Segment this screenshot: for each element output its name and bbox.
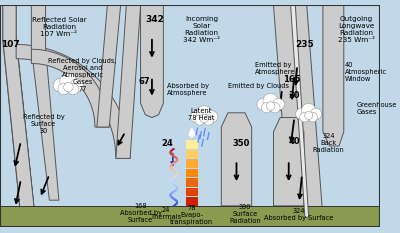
Polygon shape — [16, 45, 130, 158]
Polygon shape — [221, 113, 252, 206]
Text: 78
Evapo-
transpiration: 78 Evapo- transpiration — [170, 205, 213, 225]
Circle shape — [195, 115, 205, 125]
Text: 24
Thermals: 24 Thermals — [151, 207, 182, 220]
Circle shape — [68, 83, 79, 95]
Polygon shape — [274, 6, 323, 217]
Polygon shape — [140, 6, 163, 117]
Circle shape — [257, 98, 269, 110]
Polygon shape — [3, 6, 35, 219]
Bar — [186, 159, 198, 168]
Circle shape — [206, 111, 218, 123]
Text: 350: 350 — [232, 139, 250, 148]
Bar — [186, 150, 198, 158]
Polygon shape — [0, 206, 380, 227]
Text: 390
Surface
Radiation: 390 Surface Radiation — [229, 204, 261, 224]
Polygon shape — [97, 6, 121, 127]
Circle shape — [203, 115, 214, 125]
Circle shape — [60, 73, 77, 90]
Text: Reflected Solar
Radiation
107 Wm⁻²: Reflected Solar Radiation 107 Wm⁻² — [32, 17, 86, 37]
Text: 235: 235 — [296, 40, 314, 49]
Bar — [186, 197, 198, 206]
Circle shape — [301, 103, 316, 118]
Text: Outgoing
Longwave
Radiation
235 Wm⁻²: Outgoing Longwave Radiation 235 Wm⁻² — [338, 16, 375, 43]
Circle shape — [70, 79, 84, 92]
Text: 342: 342 — [145, 15, 164, 24]
Circle shape — [196, 106, 212, 121]
Bar — [186, 178, 198, 187]
Circle shape — [261, 103, 272, 113]
Circle shape — [200, 114, 208, 123]
Circle shape — [300, 112, 310, 122]
Text: Emitted by Clouds: Emitted by Clouds — [228, 83, 289, 89]
Polygon shape — [274, 117, 304, 206]
Circle shape — [263, 93, 278, 109]
Polygon shape — [3, 6, 35, 217]
Text: 324
Back
Radiation: 324 Back Radiation — [313, 133, 344, 153]
Circle shape — [305, 111, 313, 120]
Circle shape — [272, 98, 284, 110]
Polygon shape — [16, 37, 35, 219]
Text: Emitted by
Atmosphere: Emitted by Atmosphere — [254, 62, 295, 75]
Text: 107: 107 — [1, 40, 20, 49]
Text: 40
Atmospheric
Window: 40 Atmospheric Window — [345, 62, 387, 82]
Circle shape — [53, 79, 66, 92]
Circle shape — [310, 108, 322, 120]
Polygon shape — [323, 6, 344, 146]
Text: Incoming
Solar
Radiation
342 Wm⁻²: Incoming Solar Radiation 342 Wm⁻² — [183, 16, 220, 43]
Circle shape — [190, 111, 202, 123]
Text: 30: 30 — [289, 91, 300, 100]
Text: 67: 67 — [138, 77, 150, 86]
Bar — [186, 169, 198, 177]
Text: 24: 24 — [161, 139, 173, 148]
Text: Greenhouse
Gases: Greenhouse Gases — [356, 102, 396, 115]
Circle shape — [266, 102, 275, 110]
Text: Latent
78 Heat: Latent 78 Heat — [188, 108, 214, 121]
Text: Reflected by
Surface
30: Reflected by Surface 30 — [23, 114, 64, 134]
Text: Absorbed by
Atmosphere: Absorbed by Atmosphere — [167, 82, 209, 96]
Text: 324
Absorbed by Surface: 324 Absorbed by Surface — [264, 208, 334, 221]
Bar — [186, 188, 198, 196]
Text: Reflected by Clouds,
Aerosol and
Atmospheric
Gases
77: Reflected by Clouds, Aerosol and Atmosph… — [48, 58, 117, 92]
Circle shape — [64, 82, 73, 92]
Circle shape — [296, 108, 307, 120]
Text: 168
Absorbed by
Surface: 168 Absorbed by Surface — [120, 203, 162, 223]
Text: 40: 40 — [288, 137, 300, 146]
Circle shape — [270, 103, 280, 113]
Circle shape — [58, 83, 69, 95]
Polygon shape — [31, 6, 59, 200]
Polygon shape — [116, 6, 140, 158]
Bar — [186, 140, 198, 149]
Text: 165: 165 — [283, 75, 300, 84]
Circle shape — [308, 112, 318, 122]
Polygon shape — [31, 49, 109, 127]
Polygon shape — [291, 6, 309, 217]
